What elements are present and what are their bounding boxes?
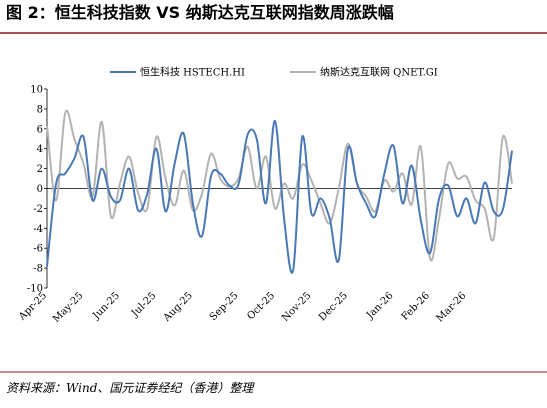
series-line — [46, 109, 513, 262]
y-tick-label: -10 — [27, 284, 43, 295]
x-tick-label: Nov-25 — [280, 290, 314, 324]
y-tick-label: 6 — [37, 124, 43, 135]
y-tick-label: -4 — [33, 224, 43, 235]
y-tick-label: 10 — [30, 85, 43, 96]
x-tick-label: Jun-25 — [90, 290, 122, 322]
y-tick-label: 4 — [37, 144, 43, 155]
series-line — [46, 119, 513, 274]
x-tick-label: Jan-26 — [364, 290, 395, 321]
chart-title: 图 2：恒生科技指数 VS 纳斯达克互联网指数周涨跌幅 — [6, 3, 394, 22]
x-tick-label: Feb-26 — [400, 290, 432, 322]
x-tick-label: Oct-25 — [245, 290, 277, 322]
legend-label: 恒生科技 HSTECH.HI — [140, 66, 245, 79]
x-tick-label: Sep-25 — [208, 290, 241, 323]
x-tick-label: Mar-26 — [435, 290, 469, 324]
y-tick-label: -6 — [33, 244, 43, 255]
x-tick-label: Jul-25 — [129, 290, 159, 320]
y-tick-label: -8 — [33, 264, 43, 275]
source: 资料来源：Wind、国元证券经纪（香港）整理 — [6, 381, 255, 395]
x-tick-label: Dec-25 — [317, 290, 350, 323]
y-tick-label: -2 — [33, 204, 43, 215]
y-tick-label: 2 — [37, 164, 43, 175]
x-tick-label: Aug-25 — [161, 290, 195, 324]
x-tick-label: Apr-25 — [16, 290, 49, 323]
y-tick-label: 8 — [37, 104, 43, 115]
legend-label: 纳斯达克互联网 QNET.GI — [320, 66, 438, 79]
x-tick-label: May-25 — [51, 290, 86, 325]
y-tick-label: 0 — [37, 184, 43, 195]
